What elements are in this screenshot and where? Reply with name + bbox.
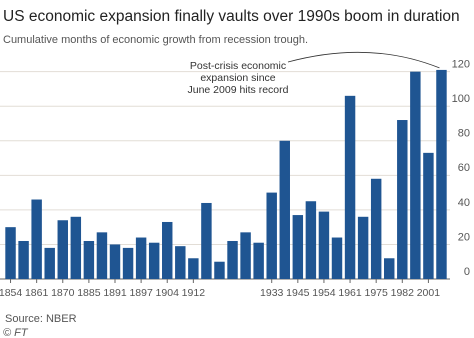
x-tick-label: 1854 (0, 287, 22, 299)
x-tick-label: 1891 (103, 287, 127, 299)
bar (70, 216, 82, 279)
bar (331, 237, 343, 279)
bar (109, 244, 121, 279)
bar (96, 232, 108, 279)
bar (357, 216, 369, 279)
bar (18, 240, 29, 279)
bar (318, 211, 330, 279)
bar (240, 232, 251, 279)
chart-title: US economic expansion finally vaults ove… (3, 8, 460, 25)
bar (384, 258, 395, 279)
bar (423, 152, 434, 279)
x-tick-label: 1954 (312, 287, 336, 299)
bar (122, 247, 134, 279)
x-tick-label: 1897 (129, 287, 153, 299)
annotation: June 2009 hits record (188, 84, 289, 96)
bar (5, 227, 16, 279)
bar (305, 201, 317, 279)
bar (44, 247, 55, 279)
x-tick-label: 1933 (260, 287, 284, 299)
bar (410, 71, 421, 279)
bar (279, 140, 290, 279)
bar (344, 95, 356, 279)
annotation-arrow (287, 51, 440, 69)
bar (370, 178, 382, 279)
y-tick-label: 120 (452, 59, 470, 71)
bar (266, 192, 277, 279)
x-tick-label: 2001 (417, 287, 441, 299)
source: Source: NBER (5, 313, 77, 325)
credit: © FT (3, 327, 29, 338)
x-tick-label: 1885 (77, 287, 101, 299)
annotation: Post-crisis economic (190, 60, 286, 72)
x-tick-label: 1861 (25, 287, 49, 299)
bar (397, 120, 408, 279)
y-tick-label: 60 (458, 162, 470, 174)
x-tick-label: 1945 (286, 287, 310, 299)
annotation: expansion since (200, 72, 275, 84)
bar (83, 240, 95, 279)
bar (57, 220, 68, 279)
bar (175, 246, 186, 279)
bar (162, 221, 173, 279)
bar (253, 242, 264, 279)
bar (148, 242, 160, 279)
y-tick-label: 40 (458, 197, 470, 209)
x-tick-label: 1904 (156, 287, 180, 299)
x-tick-label: 1961 (338, 287, 362, 299)
chart-subtitle: Cumulative months of economic growth fro… (3, 34, 308, 46)
bar (31, 199, 42, 279)
bar (188, 258, 199, 279)
y-tick-label: 0 (464, 266, 470, 278)
y-tick-label: 80 (458, 128, 470, 140)
bar (292, 215, 304, 279)
x-tick-label: 1912 (182, 287, 206, 299)
x-tick-label: 1870 (51, 287, 75, 299)
bar (201, 202, 212, 279)
bar (135, 237, 147, 279)
bar (436, 69, 447, 279)
bar (227, 240, 238, 279)
bar (214, 261, 225, 279)
x-tick-label: 1982 (391, 287, 415, 299)
x-tick-label: 1975 (364, 287, 388, 299)
y-tick-label: 100 (452, 93, 470, 105)
y-tick-label: 20 (458, 231, 470, 243)
